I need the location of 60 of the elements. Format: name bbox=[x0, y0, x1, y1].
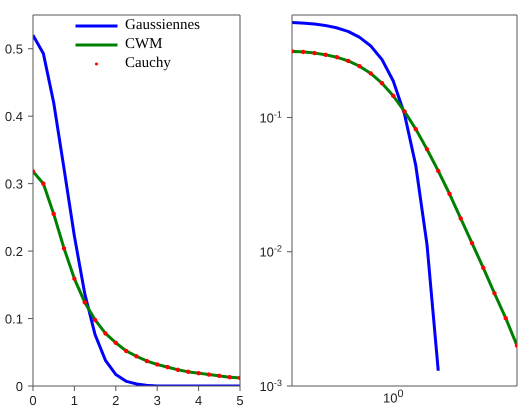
point bbox=[357, 64, 362, 68]
y-tick-label: 0.4 bbox=[4, 109, 23, 124]
point bbox=[227, 375, 232, 380]
point bbox=[391, 94, 396, 98]
point bbox=[144, 358, 150, 364]
point bbox=[447, 192, 452, 196]
line-series bbox=[292, 50, 517, 348]
point bbox=[324, 52, 328, 58]
y-tick-label: 0.5 bbox=[4, 42, 23, 57]
legend-label: Gaussiennes bbox=[125, 16, 200, 35]
point bbox=[368, 71, 373, 76]
point bbox=[92, 318, 98, 322]
y-tick-label: 10$^{-1}$ bbox=[259, 109, 282, 126]
y-tick-label: 0.1 bbox=[4, 312, 23, 327]
x-tick-label: 2 bbox=[112, 393, 120, 408]
point bbox=[301, 50, 306, 54]
point bbox=[458, 216, 463, 221]
point bbox=[380, 81, 384, 86]
text: 10$^{0}$ bbox=[382, 388, 404, 406]
point bbox=[504, 316, 508, 320]
point bbox=[155, 362, 160, 367]
point bbox=[52, 212, 56, 216]
point bbox=[414, 126, 418, 132]
legend-label: Cauchy bbox=[125, 54, 171, 73]
y-tick-label: 0 bbox=[16, 379, 23, 394]
legend-label: CWM bbox=[125, 35, 162, 54]
point bbox=[424, 147, 430, 152]
point bbox=[334, 55, 340, 60]
point bbox=[176, 368, 180, 372]
point bbox=[492, 291, 497, 296]
point bbox=[436, 168, 440, 174]
point bbox=[346, 58, 350, 64]
x-tick-label: 5 bbox=[236, 393, 244, 408]
line-series bbox=[292, 21, 440, 372]
point bbox=[41, 181, 46, 186]
point bbox=[134, 354, 139, 359]
point bbox=[217, 374, 222, 378]
point bbox=[124, 348, 128, 354]
point bbox=[103, 331, 108, 336]
x-tick-label: 0 bbox=[29, 393, 37, 408]
point bbox=[312, 50, 317, 56]
point bbox=[470, 240, 474, 246]
point bbox=[72, 276, 77, 281]
point bbox=[402, 109, 407, 114]
point bbox=[186, 370, 190, 374]
point bbox=[62, 246, 66, 251]
x-tick-label: 1 bbox=[70, 393, 78, 408]
y-tick-label: 0.3 bbox=[4, 176, 23, 192]
y-tick-label: 10$^{-2}$ bbox=[259, 244, 282, 260]
x-tick-label: 3 bbox=[154, 393, 161, 408]
x-tick-label: 4 bbox=[194, 393, 202, 408]
point bbox=[165, 364, 170, 370]
point bbox=[196, 370, 201, 376]
point bbox=[481, 266, 486, 270]
line-series bbox=[33, 170, 240, 380]
y-tick-label: 10$^{-3}$ bbox=[259, 378, 282, 394]
y-tick-label: 0.2 bbox=[4, 244, 23, 260]
point bbox=[82, 300, 87, 305]
point bbox=[206, 372, 212, 377]
point bbox=[114, 340, 118, 346]
